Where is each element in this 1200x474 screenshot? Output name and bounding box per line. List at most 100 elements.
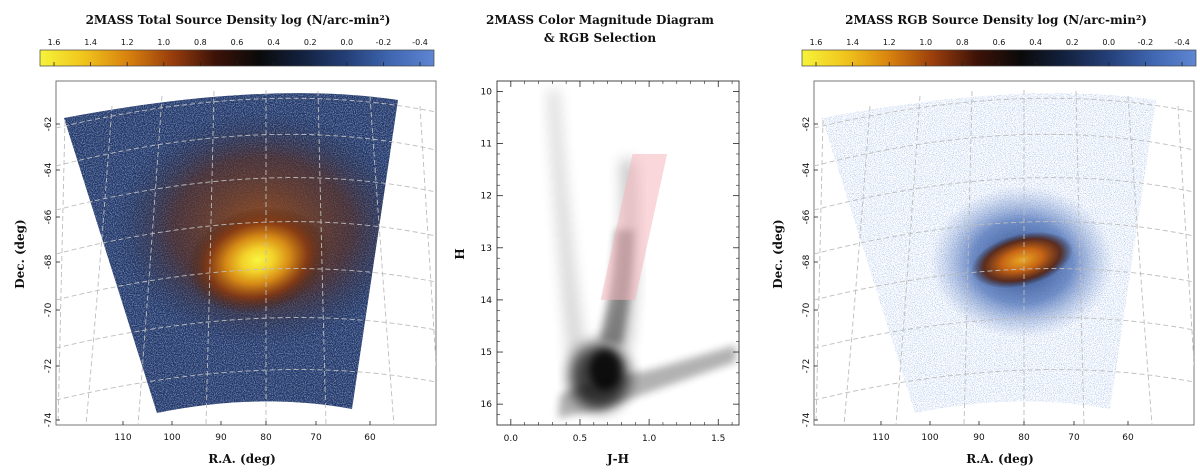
dense-core-center	[589, 350, 621, 390]
y-tick-label: -72	[802, 359, 812, 374]
y-tick-label: -70	[802, 302, 812, 317]
x-tick-label: 90	[973, 433, 985, 443]
colorbar-tick-label: 0.4	[1029, 38, 1042, 47]
colorbar-tick-label: 0.8	[194, 38, 207, 47]
colorbar-tick-label: 0.4	[267, 38, 280, 47]
y-tick-label: -64	[802, 162, 812, 177]
x-tick-label: 100	[921, 433, 938, 443]
cmd-panel: 2MASS Color Magnitude Diagram & RGB Sele…	[453, 13, 740, 466]
ra-gridline	[1075, 90, 1085, 425]
total-density-panel: 2MASS Total Source Density log (N/arc-mi…	[13, 13, 437, 466]
ra-gridline	[57, 119, 66, 425]
y-tick-label: -62	[802, 117, 812, 132]
colorbar-tick-label: 1.4	[84, 38, 97, 47]
rgb-density-map: -62 -64 -66 -68 -70 -72 -74 110 100 90 80 70 60 Dec…	[771, 80, 1195, 466]
colorbar-tick-label: 1.0	[157, 38, 170, 47]
colorbar-tick-label: 1.4	[846, 38, 859, 47]
x-tick-label: 0.0	[504, 434, 519, 444]
ra-gridline	[1127, 95, 1153, 425]
cmd-density	[548, 90, 736, 418]
y-tick-label: -74	[44, 412, 54, 427]
ra-gridline	[317, 90, 327, 425]
total-density-ylabel: Dec. (deg)	[13, 219, 27, 288]
colorbar-tick-label: 1.0	[919, 38, 932, 47]
colorbar-tick-label: 1.6	[810, 38, 823, 47]
x-tick-label: 70	[1068, 433, 1080, 443]
colorbar-tick-label: -0.2	[376, 38, 392, 47]
dec-gridline	[814, 268, 1194, 301]
x-tick-label: 110	[872, 433, 889, 443]
colorbar-tick-label: 1.2	[121, 38, 134, 47]
y-tick-label: 13	[481, 244, 492, 254]
y-tick-label: -62	[44, 117, 54, 132]
dec-gridline	[56, 369, 436, 401]
colorbar-tick-label: 0.6	[231, 38, 244, 47]
dec-gridline	[814, 221, 1194, 255]
x-tick-label: 1.0	[642, 434, 657, 444]
ra-gridline	[815, 119, 824, 425]
y-tick-label: 10	[481, 87, 493, 97]
y-tick-label: -66	[44, 209, 54, 224]
dec-gridline	[56, 221, 436, 255]
dec-gridline	[56, 317, 436, 349]
colorbar-tick-label: 0.0	[340, 38, 353, 47]
dec-gridline	[814, 97, 1194, 129]
x-tick-label: 80	[260, 433, 272, 443]
total-density-map: -62 -64 -66 -68 -70 -72 -74 110 100 90 80 70 60 Dec…	[13, 80, 437, 466]
y-tick-label: -68	[44, 254, 54, 269]
x-tick-label: 70	[310, 433, 322, 443]
rgb-density-panel: 2MASS RGB Source Density log (N/arc-min²…	[771, 13, 1197, 466]
y-tick-label: -72	[44, 359, 54, 374]
dec-gridline	[56, 268, 436, 301]
dec-gridline	[56, 177, 436, 211]
colorbar-tick-label: 0.8	[956, 38, 969, 47]
ra-gridline	[369, 95, 395, 425]
x-tick-label: 60	[364, 433, 376, 443]
colorbar-tick-label: -0.2	[1138, 38, 1154, 47]
cmd-xlabel: J-H	[606, 452, 629, 466]
lmc-bar-core	[187, 206, 329, 314]
y-tick-label: 11	[481, 140, 492, 150]
colorbar-tick-label: 0.0	[1102, 38, 1115, 47]
total-density-xlabel: R.A. (deg)	[208, 452, 276, 466]
x-tick-label: 60	[1122, 433, 1134, 443]
dec-gridline	[814, 369, 1194, 401]
x-tick-label: 90	[215, 433, 227, 443]
rgb-selection-box	[600, 153, 668, 300]
colorbar-tick-label: 1.6	[48, 38, 61, 47]
rgb-density-ylabel: Dec. (deg)	[771, 219, 785, 288]
dec-gridline	[814, 177, 1194, 211]
x-tick-label: 80	[1018, 433, 1030, 443]
x-tick-label: 110	[114, 433, 131, 443]
ra-gridline	[895, 95, 921, 425]
cmd-ylabel: H	[453, 248, 467, 259]
x-tick-label: 100	[163, 433, 180, 443]
total-density-colorbar: 1.6 1.4 1.2 1.0 0.8 0.6 0.4 0.2 0.0 -0.2 -0.4	[39, 38, 435, 67]
colorbar-tick-label: 1.2	[883, 38, 896, 47]
ra-gridline	[963, 90, 973, 425]
x-tick-label: 1.5	[711, 434, 725, 444]
total-density-title: 2MASS Total Source Density log (N/arc-mi…	[86, 13, 391, 27]
ra-gridline	[85, 105, 113, 425]
ra-gridline	[419, 105, 436, 370]
colorbar-tick-label: 0.2	[1066, 38, 1079, 47]
rgb-bar-core	[971, 231, 1073, 289]
y-tick-label: 15	[481, 348, 492, 358]
y-tick-label: 12	[481, 192, 492, 202]
y-tick-label: 14	[481, 296, 493, 306]
y-tick-label: -74	[802, 412, 812, 427]
foreground-plume	[548, 90, 592, 400]
rgb-density-title: 2MASS RGB Source Density log (N/arc-min²…	[845, 13, 1147, 27]
ra-gridline	[1177, 105, 1194, 370]
ra-gridline	[205, 90, 215, 425]
colorbar-tick-label: -0.4	[1174, 38, 1190, 47]
ra-gridline	[137, 95, 163, 425]
x-tick-label: 0.5	[573, 434, 587, 444]
dec-gridline	[56, 97, 436, 129]
ra-gridline	[843, 105, 871, 425]
dec-gridline	[814, 317, 1194, 349]
dec-gridline	[814, 133, 1194, 167]
y-tick-label: -66	[802, 209, 812, 224]
colorbar-tick-label: 0.2	[304, 38, 317, 47]
y-tick-label: -68	[802, 254, 812, 269]
